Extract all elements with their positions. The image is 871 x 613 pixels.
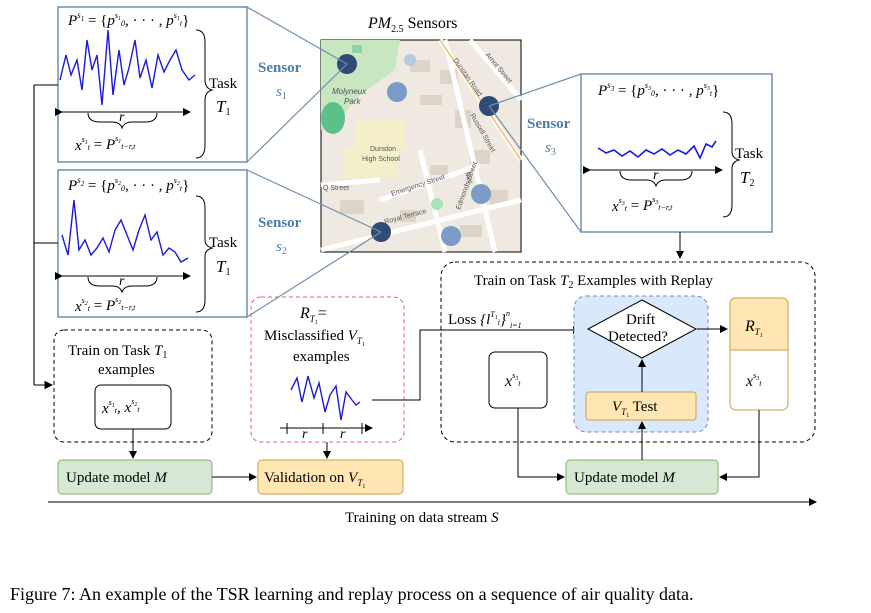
svg-text:Mar: Mar: [463, 171, 474, 185]
window-formula-s3: xs3t = Ps3t−r,t: [611, 195, 673, 215]
svg-text:r: r: [653, 168, 659, 183]
svg-text:Q Street: Q Street: [323, 185, 349, 192]
misclassified-box: RT1= Misclassified VT1 examples r r: [250, 296, 405, 443]
svg-text:Task: Task: [209, 235, 238, 251]
panel-sensor-s2: Ps2 = {ps20, · · · , ps2t} Task T1 r xs2…: [55, 169, 248, 318]
svg-text:T2: T2: [740, 168, 754, 189]
map-title: PM2.5 Sensors: [367, 15, 457, 35]
svg-text:Update model M: Update model M: [66, 470, 168, 486]
train-task-t2-region: Train on Task T2 Examples with Replay Dr…: [440, 261, 816, 443]
svg-text:r: r: [302, 427, 308, 442]
series-line-s1: [59, 29, 196, 106]
svg-text:s2: s2: [276, 239, 287, 257]
sensor-dot: [404, 54, 416, 66]
svg-text:s3: s3: [545, 140, 556, 158]
svg-text:Update model M: Update model M: [574, 470, 676, 486]
svg-text:examples: examples: [293, 349, 350, 365]
svg-text:Dunston: Dunston: [370, 146, 396, 153]
sensor-s1-label: Sensor: [258, 60, 302, 76]
training-stream-label: Training on data stream S: [345, 510, 499, 526]
panel-sensor-s3: Ps3 = {ps30, · · · , ps3t} Task T2 r xs3…: [580, 73, 773, 233]
sensor-s2-label: Sensor: [258, 215, 302, 231]
map-image: Molyneux Park Dunston High School Dunsta…: [320, 38, 524, 253]
misclassified-series-line: [290, 375, 361, 421]
series-formula-s3: Ps3 = {ps30, · · · , ps3t}: [597, 80, 719, 99]
svg-text:r: r: [119, 274, 125, 289]
svg-text:Misclassified VT1: Misclassified VT1: [264, 328, 365, 348]
svg-text:Molyneux: Molyneux: [332, 87, 367, 96]
svg-text:RT1=: RT1=: [299, 305, 327, 326]
update-model-right: Update model M: [565, 459, 719, 495]
drift-detected-diamond: [586, 299, 698, 359]
svg-text:VT1 Test: VT1 Test: [612, 399, 658, 419]
train-task-t1-box: Train on Task T1 examples xs1t, xs2t: [53, 329, 213, 443]
sensor-s3-label: Sensor: [527, 116, 571, 132]
svg-text:T1: T1: [216, 97, 230, 118]
window-formula-s2: xs2t = Ps2t−r,t: [74, 295, 136, 315]
vt1-test-box: [585, 391, 697, 421]
svg-text:examples: examples: [98, 362, 155, 378]
svg-text:High School: High School: [362, 156, 400, 163]
series-line-s3: [597, 140, 717, 160]
figure-caption: Figure 7: An example of the TSR learning…: [10, 584, 693, 604]
sensor-dot: [471, 184, 491, 204]
window-formula-s1: xs1t = Ps1t−r,t: [74, 134, 136, 154]
svg-text:r: r: [119, 110, 125, 125]
panel-sensor-s1: Ps1 = {ps10, · · · , ps1t} Task T1 r xs1…: [55, 6, 248, 163]
sensor-dot: [387, 82, 407, 102]
update-model-left: Update model M: [57, 459, 213, 495]
series-line-s2: [61, 199, 189, 263]
svg-text:Detected?: Detected?: [608, 329, 668, 345]
loss-label: Loss {lT1i}ni=1: [448, 309, 522, 330]
svg-text:r: r: [340, 427, 346, 442]
svg-text:Train on Task T1: Train on Task T1: [68, 343, 167, 361]
series-formula-s2: Ps2 = {ps20, · · · , ps2t}: [67, 175, 189, 194]
svg-text:Park: Park: [344, 97, 361, 106]
svg-text:Drift: Drift: [626, 312, 656, 328]
series-formula-s1: Ps1 = {ps10, · · · , ps1t}: [67, 10, 189, 29]
svg-text:Train on Task T2 Examples with: Train on Task T2 Examples with Replay: [474, 273, 713, 291]
validation-box: Validation on VT1: [257, 459, 404, 495]
svg-text:Task: Task: [735, 146, 764, 162]
svg-text:Validation on VT1: Validation on VT1: [264, 470, 365, 490]
svg-text:T1: T1: [216, 257, 230, 278]
svg-text:s1: s1: [276, 84, 287, 102]
sensor-dot: [441, 226, 461, 246]
svg-text:Task: Task: [209, 76, 238, 92]
